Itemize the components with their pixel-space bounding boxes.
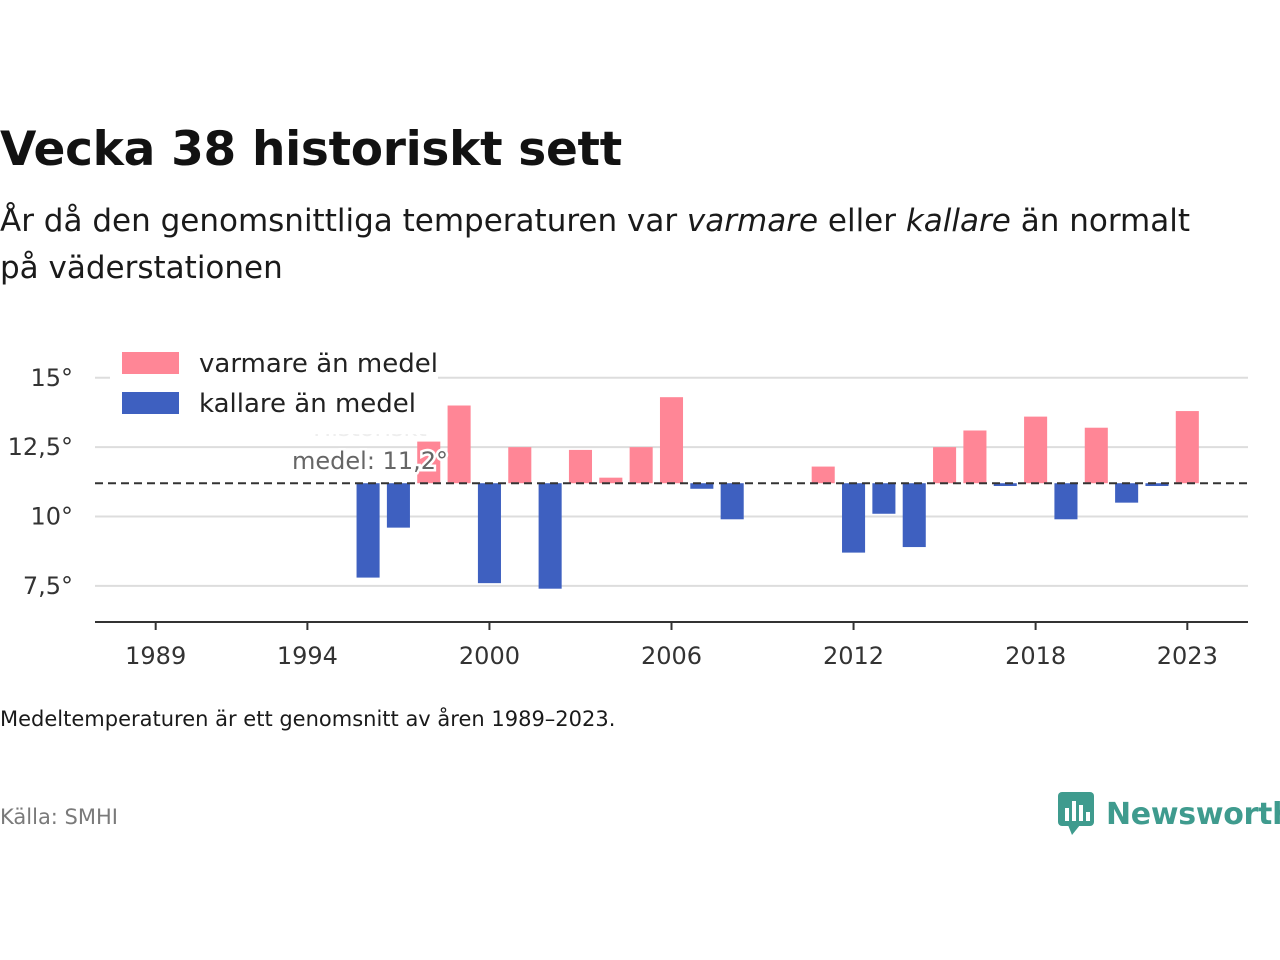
cold-bar [993, 483, 1017, 486]
x-tick-label: 2000 [459, 642, 520, 670]
warm-bar [629, 447, 653, 484]
bars [356, 397, 1199, 589]
warm-bar [417, 441, 441, 484]
x-tick-label: 2023 [1157, 642, 1218, 670]
x-tick-label: 2018 [1005, 642, 1066, 670]
warm-bar [568, 449, 593, 484]
legend-label-warm: varmare än medel [199, 349, 438, 379]
warm-bar [1024, 416, 1048, 484]
warm-bar [963, 430, 987, 484]
footnote: Medeltemperaturen är ett genomsnitt av å… [0, 707, 616, 731]
warm-bar [508, 447, 532, 484]
warm-bar [447, 405, 471, 484]
x-tick-label: 2006 [641, 642, 702, 670]
y-tick-label: 7,5° [23, 572, 73, 600]
cold-bar [842, 483, 866, 553]
bar-chart-bubble-icon [1058, 792, 1094, 835]
legend: varmare än medel kallare än medel [110, 342, 438, 434]
newsworthy-logo: Newsworthy [1058, 792, 1280, 836]
warm-bar [811, 466, 835, 484]
cold-bar [1054, 483, 1078, 520]
x-tick-label: 2012 [823, 642, 884, 670]
cold-bar [690, 483, 714, 489]
baseline-label-line2: medel: 11,2° [292, 447, 448, 475]
cold-bar [538, 483, 562, 589]
cold-bar [386, 483, 410, 528]
subtitle-text-end: än normalt på väderstationen [0, 203, 1190, 286]
warm-bar [1175, 411, 1199, 484]
subtitle-cold-word: kallare [905, 203, 1011, 239]
cold-bar [872, 483, 896, 514]
subtitle-text-mid: eller [818, 203, 906, 239]
legend-swatch-cold [122, 392, 179, 414]
y-tick-label: 12,5° [8, 433, 73, 461]
y-tick-label: 15° [30, 364, 73, 392]
temperature-bar-chart: Historisktmedel: 11,2° 7,5°10°12,5°15°19… [8, 342, 1248, 670]
x-tick-label: 1994 [277, 642, 338, 670]
axes: 7,5° 10° 12,5° 15° 1989 1994 2000 2006 2012 2018 2… [8, 364, 1248, 670]
cold-bar [477, 483, 501, 584]
warm-bar [659, 397, 684, 484]
cold-bar [902, 483, 926, 548]
cold-bar [1115, 483, 1139, 503]
chart-subtitle: År då den genomsnittliga temperaturen va… [0, 198, 1230, 292]
source-label: Källa: SMHI [0, 805, 118, 829]
cold-bar [356, 483, 380, 578]
y-tick-label: 10° [30, 503, 73, 531]
warm-bar [933, 447, 957, 484]
legend-swatch-warm [122, 352, 179, 374]
x-tick-label: 1989 [125, 642, 186, 670]
warm-bar [599, 477, 623, 484]
brand-name: Newsworthy [1106, 796, 1280, 832]
subtitle-text-start: År då den genomsnittliga temperaturen va… [0, 203, 687, 239]
cold-bar [720, 483, 744, 520]
subtitle-warm-word: varmare [686, 203, 819, 239]
cold-bar [1145, 483, 1169, 486]
chart-title: Vecka 38 historiskt sett [0, 122, 622, 177]
legend-label-cold: kallare än medel [199, 389, 416, 419]
warm-bar [1084, 427, 1108, 484]
